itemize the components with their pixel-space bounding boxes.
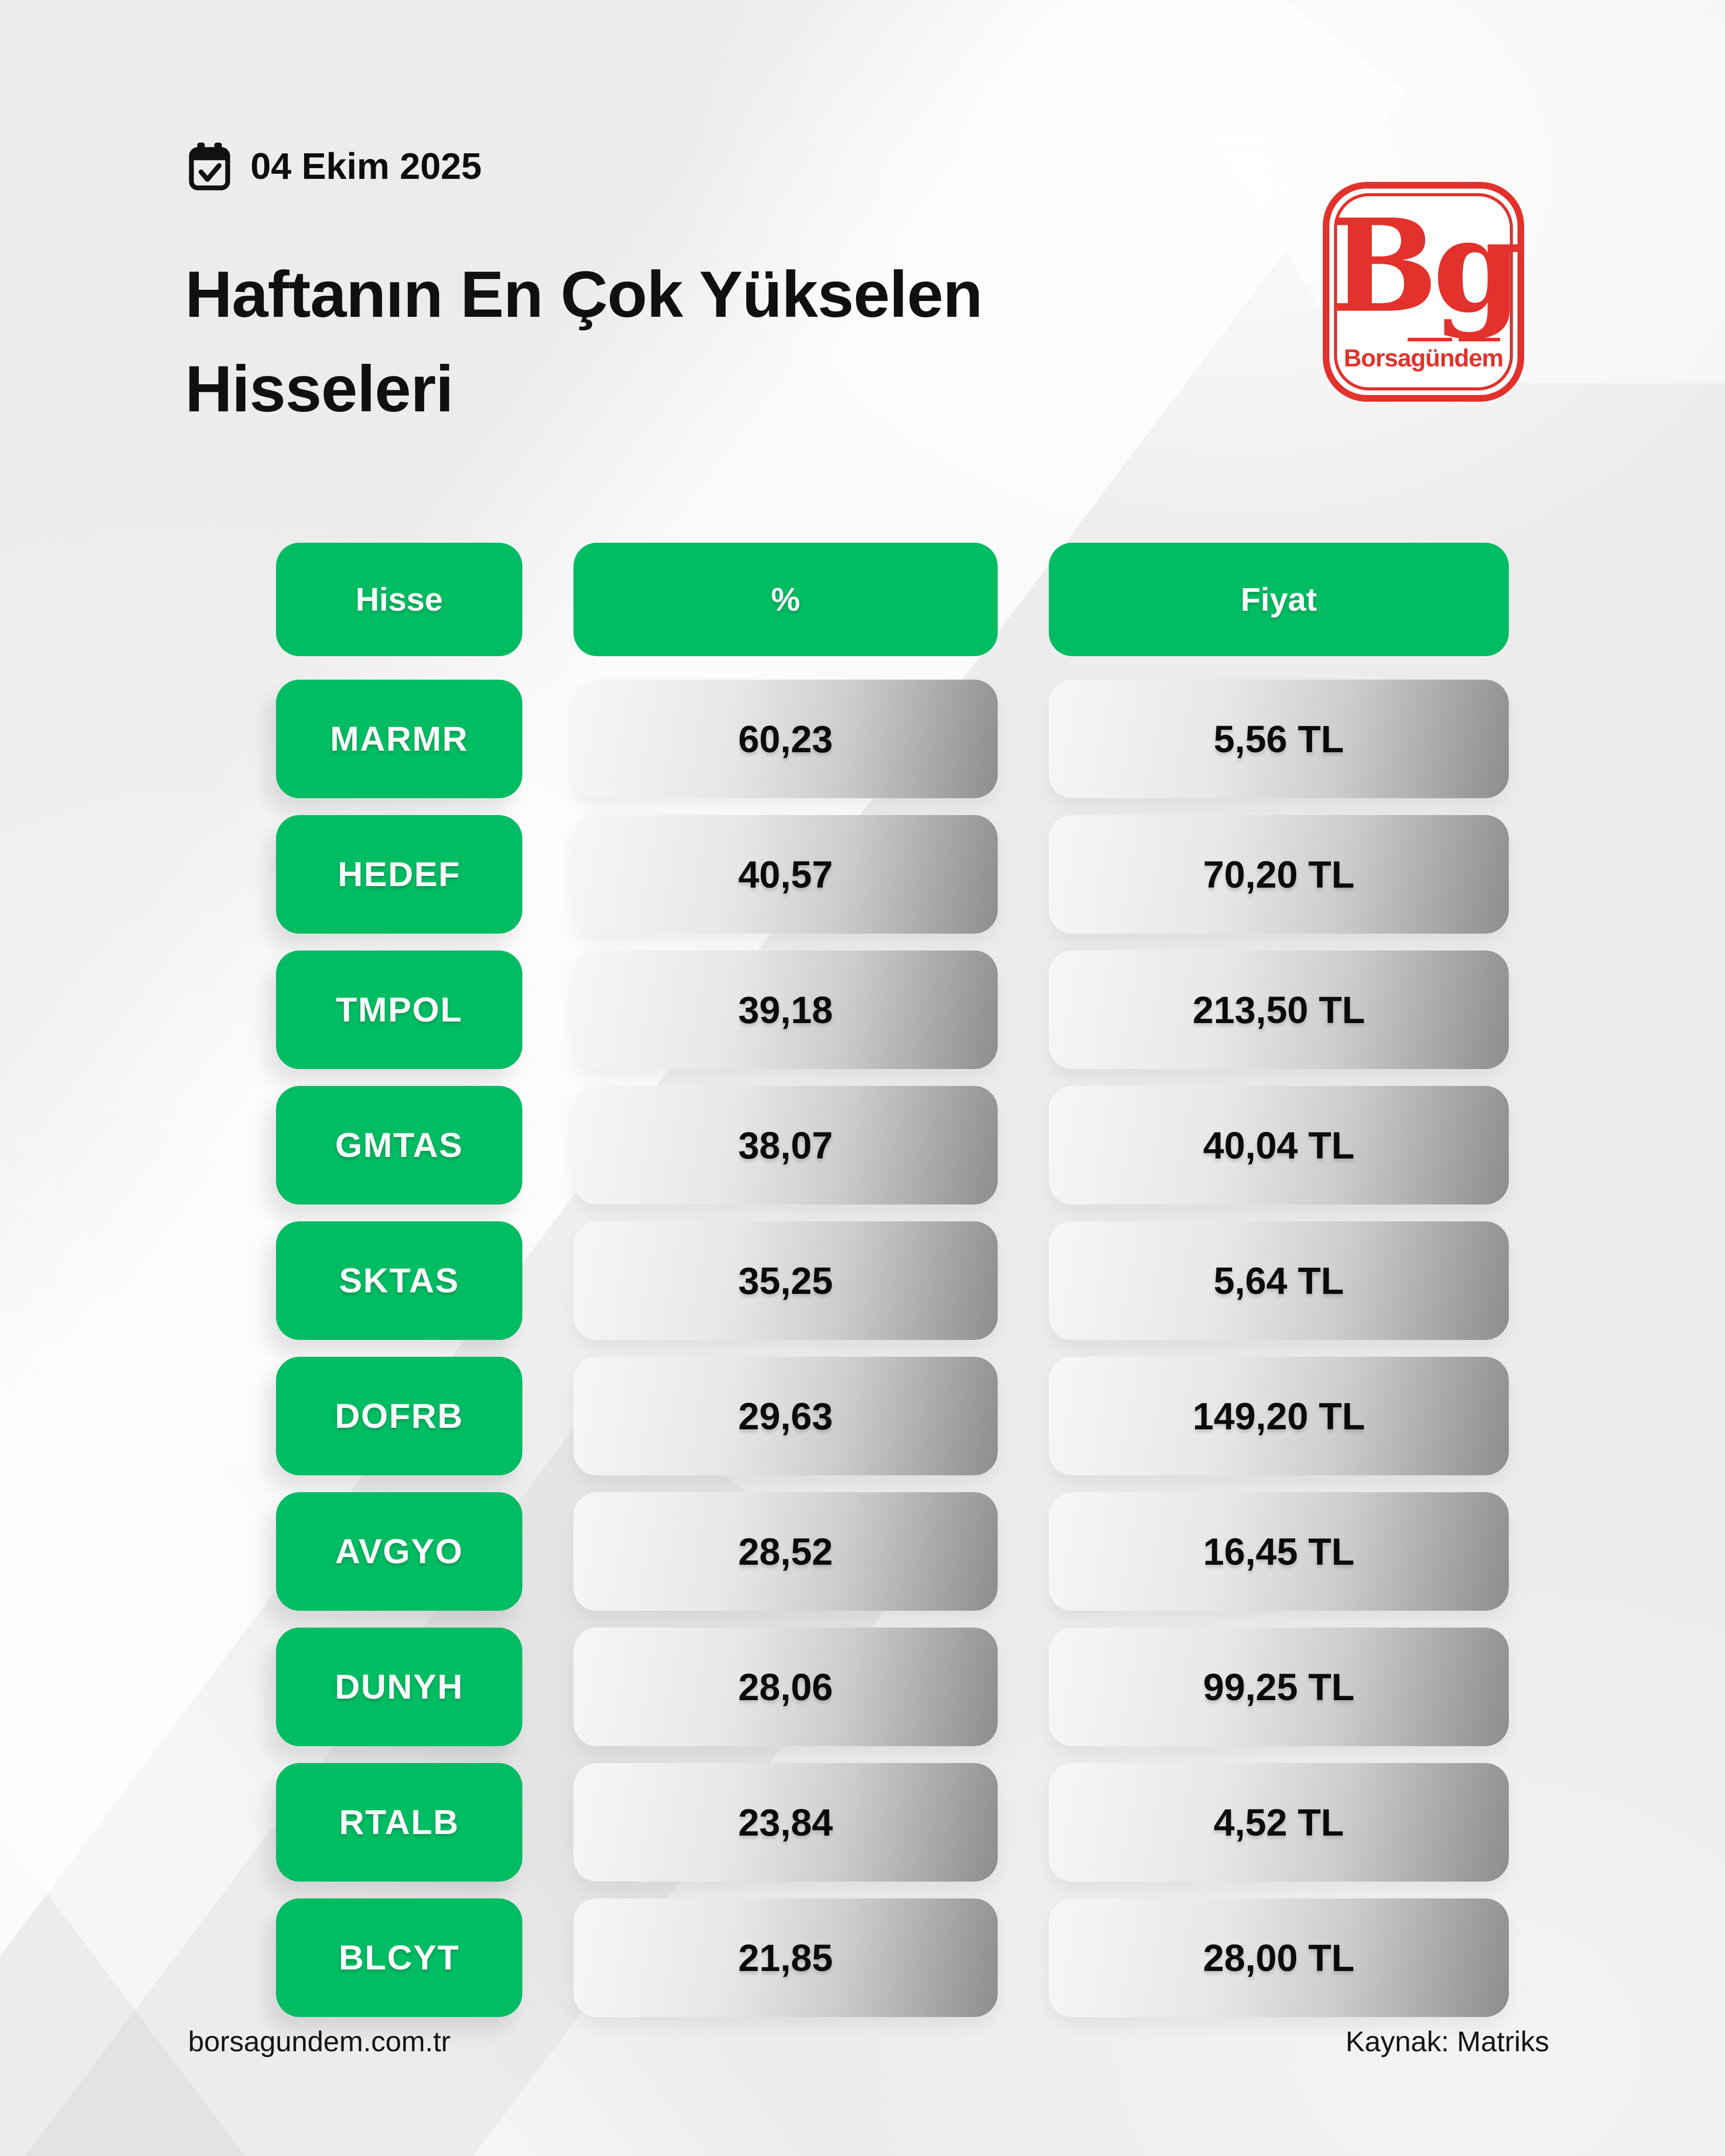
price-cell: 5,56 TL — [1049, 680, 1509, 798]
table-row: SKTAS 35,25 5,64 TL — [276, 1221, 1509, 1340]
logo-overline-bar — [1458, 338, 1500, 341]
table-row: BLCYT 21,85 28,00 TL — [276, 1898, 1509, 2017]
ticker-cell: HEDEF — [276, 815, 522, 934]
table-row: TMPOL 39,18 213,50 TL — [276, 951, 1509, 1069]
table-row: DOFRB 29,63 149,20 TL — [276, 1357, 1509, 1475]
percent-cell: 39,18 — [573, 951, 998, 1069]
percent-cell: 23,84 — [573, 1763, 998, 1882]
website-url: borsagundem.com.tr — [188, 2025, 451, 2057]
price-cell: 70,20 TL — [1049, 815, 1509, 934]
date-label: 04 Ekim 2025 — [250, 146, 482, 187]
ticker-cell: BLCYT — [276, 1898, 522, 2017]
table-row: DUNYH 28,06 99,25 TL — [276, 1628, 1509, 1746]
price-cell: 99,25 TL — [1049, 1628, 1509, 1746]
percent-cell: 40,57 — [573, 815, 998, 934]
price-cell: 16,45 TL — [1049, 1492, 1509, 1611]
ticker-cell: DOFRB — [276, 1357, 522, 1475]
ticker-cell: DUNYH — [276, 1628, 522, 1746]
price-cell: 40,04 TL — [1049, 1086, 1509, 1204]
ticker-cell: RTALB — [276, 1763, 522, 1882]
price-cell: 5,64 TL — [1049, 1221, 1509, 1340]
table-row: HEDEF 40,57 70,20 TL — [276, 815, 1509, 934]
column-header-price: Fiyat — [1049, 543, 1509, 656]
logo-overline-bar — [1407, 338, 1453, 341]
price-cell: 4,52 TL — [1049, 1763, 1509, 1882]
page-title-line-1: Haftanın En Çok Yükselen — [185, 258, 983, 331]
percent-cell: 38,07 — [573, 1086, 998, 1204]
table-body: MARMR 60,23 5,56 TL HEDEF 40,57 70,20 TL… — [276, 680, 1509, 2017]
column-header-stock: Hisse — [276, 543, 522, 656]
table-row: MARMR 60,23 5,56 TL — [276, 680, 1509, 798]
table-row: AVGYO 28,52 16,45 TL — [276, 1492, 1509, 1611]
logo-wordmark: Borsagündem — [1344, 345, 1504, 372]
percent-cell: 35,25 — [573, 1221, 998, 1340]
page-title-line-2: Hisseleri — [185, 353, 454, 426]
price-cell: 213,50 TL — [1049, 951, 1509, 1069]
percent-cell: 28,52 — [573, 1492, 998, 1611]
ticker-cell: GMTAS — [276, 1086, 522, 1204]
borsagundem-logo: Bg Borsagündem — [1323, 182, 1524, 402]
percent-cell: 29,63 — [573, 1357, 998, 1475]
logo-monogram: Bg — [1329, 191, 1522, 341]
page-title: Haftanın En Çok Yükselen Hisseleri — [185, 247, 983, 437]
price-cell: 149,20 TL — [1049, 1357, 1509, 1475]
table-row: RTALB 23,84 4,52 TL — [276, 1763, 1509, 1882]
stocks-table: Hisse % Fiyat MARMR 60,23 5,56 TL HEDEF … — [276, 543, 1509, 2034]
ticker-cell: TMPOL — [276, 951, 522, 1069]
logo-wordmark-box: Borsagündem — [1344, 338, 1504, 373]
calendar-check-icon — [188, 142, 231, 191]
source-label: Kaynak: Matriks — [1345, 2025, 1549, 2057]
table-row: GMTAS 38,07 40,04 TL — [276, 1086, 1509, 1204]
percent-cell: 28,06 — [573, 1628, 998, 1746]
ticker-cell: MARMR — [276, 680, 522, 798]
date-row: 04 Ekim 2025 — [188, 142, 481, 191]
table-header-row: Hisse % Fiyat — [276, 543, 1509, 656]
logo-wordmark-wrap: Borsagündem — [1329, 338, 1517, 373]
percent-cell: 60,23 — [573, 680, 998, 798]
price-cell: 28,00 TL — [1049, 1898, 1509, 2017]
ticker-cell: AVGYO — [276, 1492, 522, 1611]
ticker-cell: SKTAS — [276, 1221, 522, 1340]
column-header-percent: % — [573, 543, 998, 656]
percent-cell: 21,85 — [573, 1898, 998, 2017]
